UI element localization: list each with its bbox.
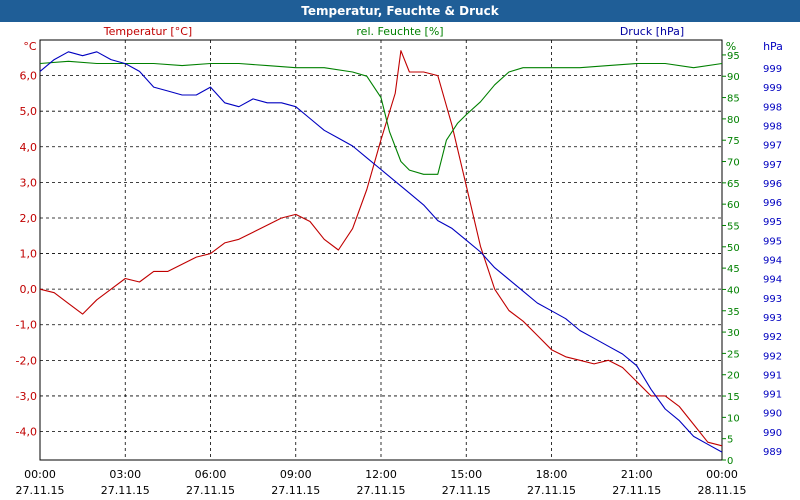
- temperature-tick-label: -2,0: [16, 354, 37, 367]
- humidity-tick-label: 55: [727, 221, 740, 232]
- pressure-tick-label: 992: [763, 332, 782, 343]
- humidity-tick-label: 35: [727, 307, 740, 318]
- temperature-tick-label: 3,0: [20, 176, 38, 189]
- legend-pressure: Druck [hPa]: [620, 25, 684, 38]
- humidity-tick-label: 30: [727, 328, 740, 339]
- pressure-tick-label: 997: [763, 141, 782, 152]
- humidity-tick-label: 5: [727, 435, 733, 446]
- pressure-tick-label: 990: [763, 409, 782, 420]
- temperature-tick-label: -4,0: [16, 426, 37, 439]
- humidity-tick-label: 85: [727, 94, 740, 105]
- humidity-tick-label: 80: [727, 115, 740, 126]
- temperature-tick-label: -3,0: [16, 390, 37, 403]
- temperature-tick-label: 5,0: [20, 105, 38, 118]
- temperature-series-line: [39, 50, 723, 447]
- humidity-tick-label: 65: [727, 179, 740, 190]
- pressure-tick-label: 999: [763, 64, 782, 75]
- pressure-tick-label: 992: [763, 351, 782, 362]
- time-axis-ticks: 00:00 27.11.15 03:00 27.11.15 06:00 27.11.15 0…: [16, 468, 747, 497]
- date-tick-label: 27.11.15: [442, 484, 491, 497]
- time-tick-label: 15:00: [450, 468, 482, 481]
- pressure-tick-label: 991: [763, 390, 782, 401]
- date-tick-label: 27.11.15: [186, 484, 235, 497]
- humidity-tick-label: 75: [727, 136, 740, 147]
- pressure-axis-ticks: 999 999 998 998 997 997 996 996 995 995 994 994 993 9…: [763, 64, 782, 458]
- time-tick-label: 03:00: [109, 468, 141, 481]
- grid-lines: [40, 40, 722, 460]
- humidity-tick-label: 50: [727, 243, 740, 254]
- legend-temperature: Temperatur [°C]: [103, 25, 192, 38]
- humidity-axis-unit: %: [726, 40, 736, 53]
- temperature-axis-ticks: 6,0 5,0 4,0 3,0 2,0 1,0 0,0 -1,0 -2,0 -3,0 -4,0: [16, 70, 37, 439]
- humidity-tick-label: 20: [727, 371, 740, 382]
- date-tick-label: 28.11.15: [698, 484, 747, 497]
- date-tick-label: 27.11.15: [612, 484, 661, 497]
- temperature-tick-label: 0,0: [20, 283, 38, 296]
- date-tick-label: 27.11.15: [16, 484, 65, 497]
- date-tick-label: 27.11.15: [271, 484, 320, 497]
- humidity-tick-label: 45: [727, 264, 740, 275]
- humidity-tick-label: 70: [727, 158, 740, 169]
- temperature-tick-label: 4,0: [20, 141, 38, 154]
- pressure-tick-label: 994: [763, 256, 782, 267]
- humidity-series-line: [39, 60, 723, 175]
- time-tick-label: 18:00: [536, 468, 568, 481]
- humidity-tick-label: 15: [727, 392, 740, 403]
- pressure-series-line: [39, 51, 723, 453]
- legend-humidity: rel. Feuchte [%]: [356, 25, 443, 38]
- pressure-tick-label: 990: [763, 428, 782, 439]
- date-tick-label: 27.11.15: [357, 484, 406, 497]
- pressure-tick-label: 994: [763, 275, 782, 286]
- chart-title: Temperatur, Feuchte & Druck: [0, 0, 800, 22]
- time-tick-label: 21:00: [621, 468, 653, 481]
- temperature-tick-label: 2,0: [20, 212, 38, 225]
- pressure-axis-unit: hPa: [763, 40, 783, 53]
- humidity-tick-label: 40: [727, 285, 740, 296]
- time-tick-label: 00:00: [24, 468, 56, 481]
- series-lines: [39, 50, 723, 453]
- pressure-tick-label: 998: [763, 121, 782, 132]
- date-tick-label: 27.11.15: [527, 484, 576, 497]
- humidity-tick-label: 95: [727, 51, 740, 62]
- date-tick-label: 27.11.15: [101, 484, 150, 497]
- pressure-tick-label: 999: [763, 83, 782, 94]
- pressure-tick-label: 998: [763, 102, 782, 113]
- humidity-tick-label: 90: [727, 72, 740, 83]
- pressure-tick-label: 989: [763, 447, 782, 458]
- pressure-tick-label: 995: [763, 236, 782, 247]
- time-tick-label: 12:00: [365, 468, 397, 481]
- time-tick-label: 09:00: [280, 468, 312, 481]
- temperature-tick-label: 1,0: [20, 248, 38, 261]
- humidity-tick-label: 25: [727, 349, 740, 360]
- temperature-tick-label: 6,0: [20, 70, 38, 83]
- pressure-tick-label: 997: [763, 160, 782, 171]
- pressure-tick-label: 993: [763, 294, 782, 305]
- pressure-tick-label: 996: [763, 179, 782, 190]
- humidity-tick-label: 60: [727, 200, 740, 211]
- pressure-tick-label: 995: [763, 217, 782, 228]
- time-tick-label: 00:00: [706, 468, 738, 481]
- pressure-tick-label: 993: [763, 313, 782, 324]
- plot-frame: [39, 39, 723, 461]
- time-tick-label: 06:00: [195, 468, 227, 481]
- temperature-tick-label: -1,0: [16, 319, 37, 332]
- pressure-tick-label: 991: [763, 370, 782, 381]
- left-axis-unit: °C: [23, 40, 37, 53]
- humidity-tick-label: 0: [727, 456, 733, 467]
- pressure-tick-label: 996: [763, 198, 782, 209]
- humidity-tick-label: 10: [727, 413, 740, 424]
